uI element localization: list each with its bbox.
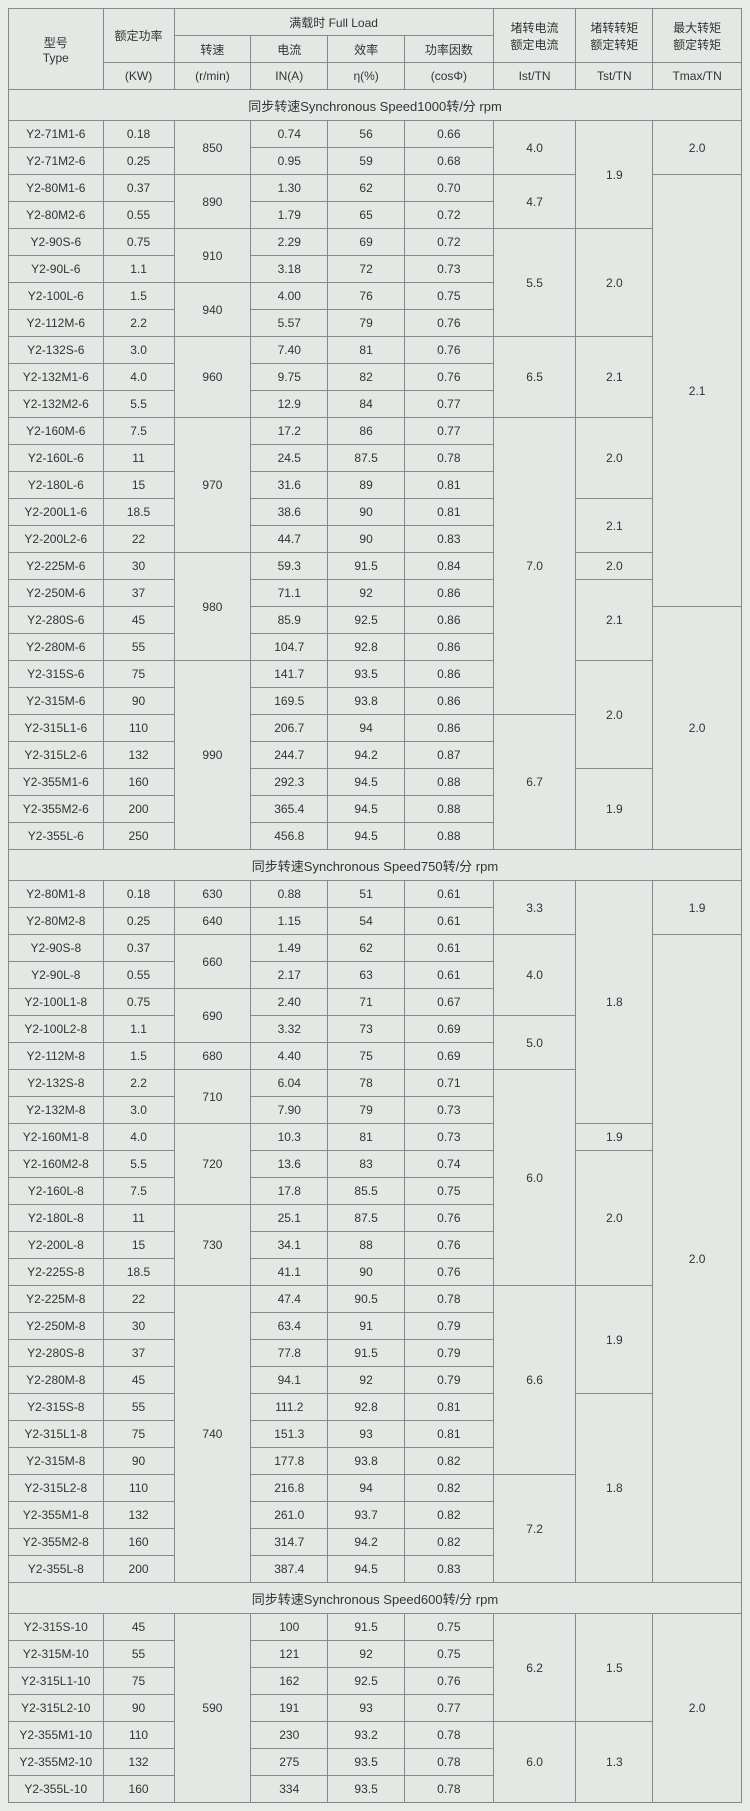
table-row: Y2-355M1-6160292.394.50.881.9 <box>9 769 742 796</box>
hdr-kw: (KW) <box>103 63 174 90</box>
table-row: Y2-315S-855111.292.80.811.8 <box>9 1394 742 1421</box>
hdr-speed: 转速 <box>174 36 251 63</box>
section-600rpm: 同步转速Synchronous Speed600转/分 rpm Y2-315S-… <box>9 1583 742 1803</box>
section3-title: 同步转速Synchronous Speed600转/分 rpm <box>9 1583 742 1614</box>
hdr-eta: η(%) <box>328 63 405 90</box>
hdr-tst-u: Tst/TN <box>576 63 653 90</box>
hdr-type: 型号Type <box>9 9 104 90</box>
hdr-ist-u: Ist/TN <box>493 63 576 90</box>
table-row: Y2-90S-60.759102.29690.725.52.0 <box>9 229 742 256</box>
table-row: Y2-315S-675990141.793.50.862.0 <box>9 661 742 688</box>
table-row: Y2-225M-82274047.490.50.786.61.9 <box>9 1286 742 1313</box>
hdr-rmin: (r/min) <box>174 63 251 90</box>
section1-title: 同步转速Synchronous Speed1000转/分 rpm <box>9 90 742 121</box>
table-row: Y2-160M-67.597017.2860.777.02.0 <box>9 418 742 445</box>
table-row: Y2-250M-63771.1920.862.1 <box>9 580 742 607</box>
hdr-current: 电流 <box>251 36 328 63</box>
table-row: Y2-71M1-60.188500.74560.664.01.92.0 <box>9 121 742 148</box>
hdr-power: 额定功率 <box>103 9 174 63</box>
table-row: Y2-225M-63098059.391.50.842.0 <box>9 553 742 580</box>
table-row: Y2-200L1-618.538.6900.812.1 <box>9 499 742 526</box>
hdr-fullload: 满载时 Full Load <box>174 9 493 36</box>
table-header: 型号Type 额定功率 满载时 Full Load 堵转电流额定电流 堵转转矩额… <box>9 9 742 90</box>
hdr-ina: IN(A) <box>251 63 328 90</box>
table-row: Y2-160M2-85.513.6830.742.0 <box>9 1151 742 1178</box>
section-1000rpm: 同步转速Synchronous Speed1000转/分 rpm Y2-71M1… <box>9 90 742 850</box>
section2-title: 同步转速Synchronous Speed750转/分 rpm <box>9 850 742 881</box>
hdr-tmax: 最大转矩额定转矩 <box>653 9 742 63</box>
table-row: Y2-160M1-84.072010.3810.731.9 <box>9 1124 742 1151</box>
hdr-tmax-u: Tmax/TN <box>653 63 742 90</box>
hdr-eff: 效率 <box>328 36 405 63</box>
hdr-pf: 功率因数 <box>405 36 494 63</box>
hdr-ist: 堵转电流额定电流 <box>493 9 576 63</box>
table-row: Y2-132S-63.09607.40810.766.52.1 <box>9 337 742 364</box>
table-row: Y2-315S-104559010091.50.756.21.52.0 <box>9 1614 742 1641</box>
hdr-tst: 堵转转矩额定转矩 <box>576 9 653 63</box>
table-row: Y2-80M1-80.186300.88510.613.31.81.9 <box>9 881 742 908</box>
hdr-cos: (cosΦ) <box>405 63 494 90</box>
table-row: Y2-355M1-1011023093.20.786.01.3 <box>9 1722 742 1749</box>
motor-spec-table: 型号Type 额定功率 满载时 Full Load 堵转电流额定电流 堵转转矩额… <box>8 8 742 1803</box>
section-750rpm: 同步转速Synchronous Speed750转/分 rpm Y2-80M1-… <box>9 850 742 1583</box>
